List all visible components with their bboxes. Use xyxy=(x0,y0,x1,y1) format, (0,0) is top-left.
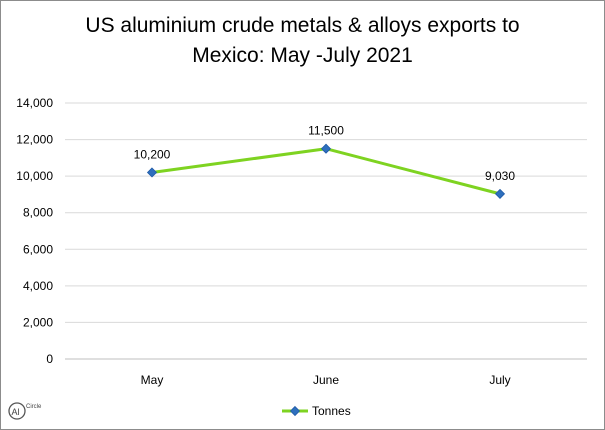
chart-title-line-2: Mexico: May -July 2021 xyxy=(192,44,413,67)
series-group xyxy=(146,143,506,199)
data-label: 11,500 xyxy=(308,124,344,138)
y-tick-label: 8,000 xyxy=(23,206,53,220)
gridlines xyxy=(65,102,587,323)
x-tick-label: June xyxy=(313,373,339,387)
y-tick-label: 6,000 xyxy=(23,242,53,256)
data-label: 10,200 xyxy=(134,147,171,161)
y-axis-ticks: 0 2,000 4,000 6,000 8,000 10,000 12,000 14,000 xyxy=(16,96,53,366)
series-line-tonnes xyxy=(151,147,501,196)
data-labels: 10,200 11,500 9,030 xyxy=(134,124,516,183)
legend: Tonnes xyxy=(282,404,351,418)
chart-title: US aluminium crude metals & alloys expor… xyxy=(1,11,604,71)
legend-label: Tonnes xyxy=(312,404,351,418)
logo-text-al: Al xyxy=(12,407,20,417)
y-tick-label: 12,000 xyxy=(16,133,53,147)
logo-text-circle: Circle xyxy=(26,404,42,410)
y-tick-label: 14,000 xyxy=(16,96,53,110)
data-point-marker xyxy=(494,188,506,199)
alcircle-logo-icon: Al Circle xyxy=(8,402,42,420)
x-tick-label: July xyxy=(489,373,510,387)
chart-title-line-1: US aluminium crude metals & alloys expor… xyxy=(85,14,520,37)
data-label: 9,030 xyxy=(485,169,515,183)
data-point-marker xyxy=(320,143,332,154)
y-tick-label: 4,000 xyxy=(23,279,53,293)
x-tick-label: May xyxy=(141,373,164,387)
y-tick-label: 0 xyxy=(46,352,53,366)
legend-marker xyxy=(289,405,301,417)
y-tick-label: 10,000 xyxy=(16,169,53,183)
x-axis-ticks: May June July xyxy=(141,373,511,387)
data-point-marker xyxy=(146,167,158,178)
y-tick-label: 2,000 xyxy=(23,315,53,329)
